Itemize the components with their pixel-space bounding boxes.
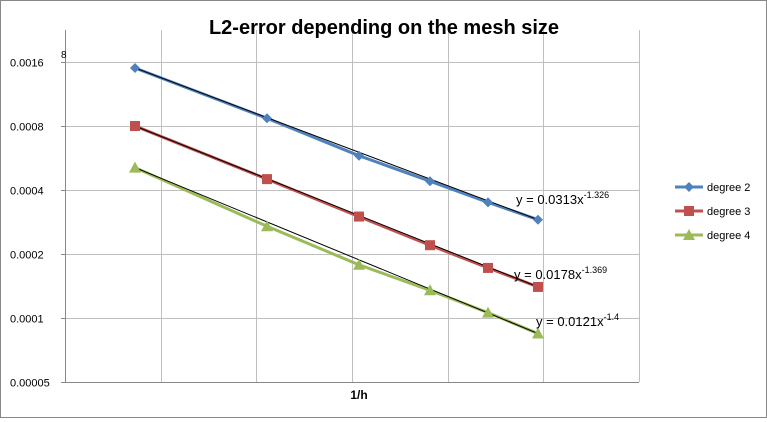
- trendline-equation: y = 0.0313x-1.326: [516, 190, 609, 207]
- y-tick-label: 0.0002: [10, 250, 44, 262]
- data-point: [130, 62, 140, 73]
- y-tick-label: 0.0016: [10, 58, 44, 70]
- legend-label: degree 3: [707, 206, 750, 218]
- legend-label: degree 4: [707, 230, 750, 242]
- data-point: [354, 211, 364, 222]
- data-point: [684, 182, 694, 192]
- x-axis-label: 1/h: [350, 388, 367, 402]
- data-point: [261, 220, 273, 232]
- trendline-exponent: -1.4: [604, 312, 620, 322]
- data-point: [483, 197, 493, 208]
- trendline: [134, 67, 539, 221]
- trendline-equation: y = 0.0121x-1.4: [536, 312, 619, 329]
- series-line: [134, 66, 539, 222]
- chart-title: L2-error depending on the mesh size: [209, 17, 559, 39]
- data-point: [482, 306, 494, 318]
- y-tick-label: 0.0004: [10, 186, 44, 198]
- trendline: [134, 167, 539, 335]
- data-point: [354, 150, 364, 161]
- legend-label: degree 2: [707, 182, 750, 194]
- y-tick-label: 0.0008: [10, 122, 44, 134]
- trendline-exponent: -1.326: [584, 190, 610, 200]
- data-point: [425, 240, 435, 251]
- data-point: [262, 174, 272, 185]
- data-point: [130, 121, 140, 131]
- y-tick-label: 0.00005: [10, 378, 50, 390]
- y-axis-top-label: 8: [61, 50, 67, 61]
- trendline-equation: y = 0.0178x-1.369: [514, 265, 607, 282]
- data-point: [483, 262, 493, 273]
- data-point: [129, 161, 141, 173]
- data-point: [424, 284, 436, 296]
- data-point: [533, 214, 543, 225]
- data-point: [533, 281, 543, 292]
- gridlines: [61, 30, 640, 383]
- data-point: [425, 176, 435, 187]
- data-point: [262, 113, 272, 124]
- data-point: [684, 206, 694, 216]
- y-tick-label: 0.0001: [10, 314, 44, 326]
- data-point: [532, 327, 544, 339]
- data-point: [353, 258, 365, 270]
- trendline: [134, 125, 539, 288]
- data-point: [683, 229, 695, 240]
- trendline-exponent: -1.369: [582, 265, 608, 275]
